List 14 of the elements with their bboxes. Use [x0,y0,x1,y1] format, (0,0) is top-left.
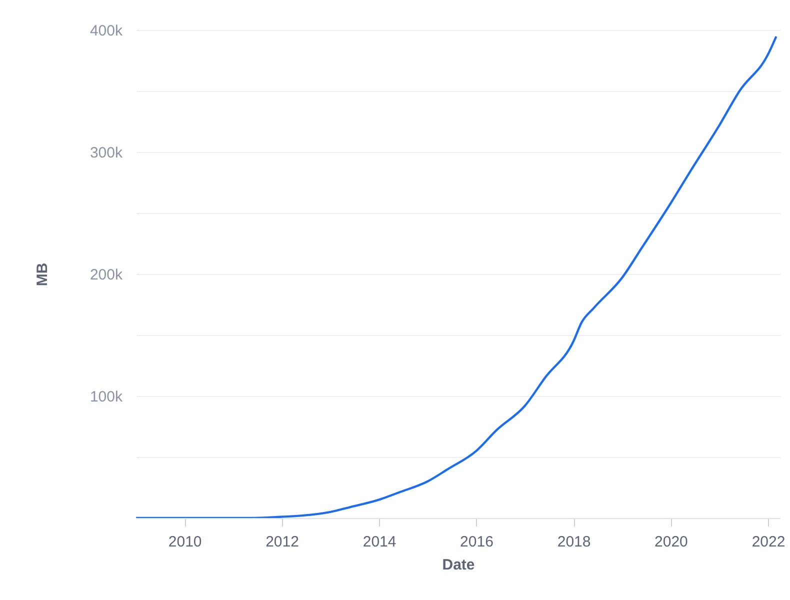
x-tick-label: 2018 [557,534,591,550]
y-tick-label: 300k [90,144,123,162]
y-tick-label: 100k [90,388,123,406]
x-tick-label: 2016 [460,534,494,550]
x-tick-label: 2010 [168,534,202,550]
x-tick-label: 2020 [654,534,688,550]
x-tick-label: 2014 [362,534,396,550]
x-axis-title: Date [442,556,475,574]
y-tick-label: 200k [90,266,123,284]
x-tick-label: 2012 [266,534,299,550]
y-axis-title: MB [34,262,51,286]
x-tick-label: 2022 [752,534,786,550]
line-series [136,36,777,518]
y-tick-label: 400k [90,22,123,40]
